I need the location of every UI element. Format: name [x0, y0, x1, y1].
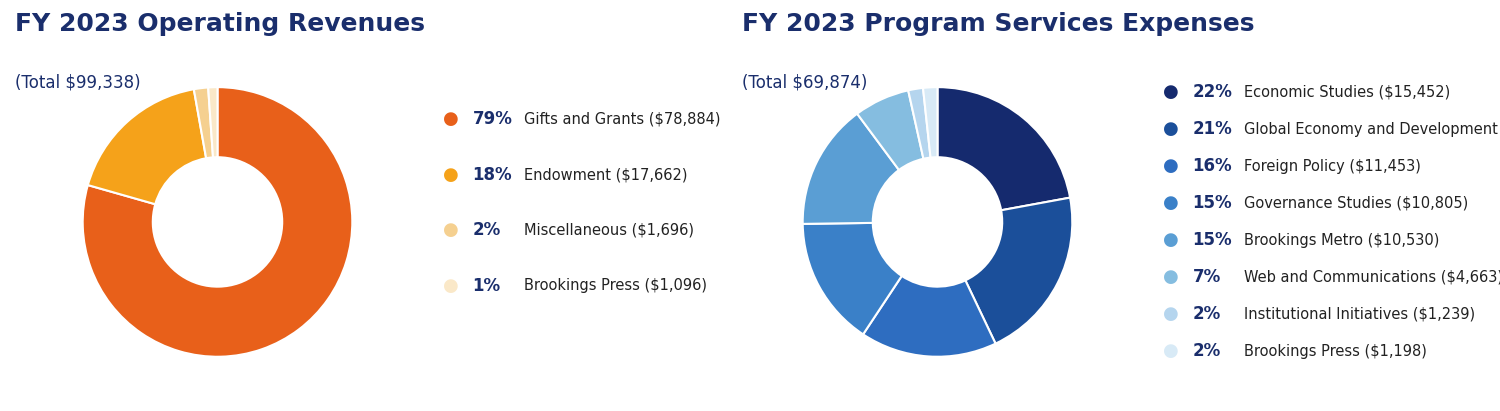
- Wedge shape: [802, 223, 901, 335]
- Text: Brookings Press ($1,096): Brookings Press ($1,096): [524, 278, 706, 293]
- Text: 15%: 15%: [1192, 231, 1231, 249]
- Wedge shape: [862, 276, 996, 357]
- Wedge shape: [908, 88, 930, 159]
- Text: FY 2023 Program Services Expenses: FY 2023 Program Services Expenses: [742, 12, 1256, 36]
- Text: ●: ●: [1162, 268, 1179, 286]
- Wedge shape: [966, 198, 1072, 344]
- Wedge shape: [194, 88, 213, 158]
- Text: Institutional Initiatives ($1,239): Institutional Initiatives ($1,239): [1244, 307, 1474, 322]
- Text: ●: ●: [442, 277, 459, 295]
- Text: ●: ●: [442, 221, 459, 239]
- Text: 22%: 22%: [1192, 83, 1233, 102]
- Text: 21%: 21%: [1192, 120, 1233, 139]
- Text: 18%: 18%: [472, 166, 512, 184]
- Text: 16%: 16%: [1192, 157, 1231, 175]
- Wedge shape: [88, 89, 206, 204]
- Text: Web and Communications ($4,663): Web and Communications ($4,663): [1244, 270, 1500, 285]
- Text: ●: ●: [1162, 83, 1179, 102]
- Text: 7%: 7%: [1192, 268, 1221, 286]
- Text: ●: ●: [1162, 194, 1179, 212]
- Text: 1%: 1%: [472, 277, 501, 295]
- Text: ●: ●: [1162, 231, 1179, 249]
- Wedge shape: [209, 87, 218, 157]
- Text: 15%: 15%: [1192, 194, 1231, 212]
- Text: Gifts and Grants ($78,884): Gifts and Grants ($78,884): [524, 112, 720, 127]
- Wedge shape: [922, 87, 938, 157]
- Wedge shape: [82, 87, 352, 357]
- Text: Foreign Policy ($11,453): Foreign Policy ($11,453): [1244, 159, 1420, 174]
- Text: Endowment ($17,662): Endowment ($17,662): [524, 167, 687, 182]
- Text: (Total $99,338): (Total $99,338): [15, 74, 141, 92]
- Text: Brookings Metro ($10,530): Brookings Metro ($10,530): [1244, 233, 1438, 248]
- Text: Governance Studies ($10,805): Governance Studies ($10,805): [1244, 196, 1467, 211]
- Text: 2%: 2%: [1192, 305, 1221, 323]
- Text: FY 2023 Operating Revenues: FY 2023 Operating Revenues: [15, 12, 424, 36]
- Text: 79%: 79%: [472, 110, 513, 128]
- Wedge shape: [856, 90, 924, 170]
- Text: ●: ●: [442, 110, 459, 128]
- Text: Brookings Press ($1,198): Brookings Press ($1,198): [1244, 344, 1426, 359]
- Text: ●: ●: [442, 166, 459, 184]
- Text: ●: ●: [1162, 120, 1179, 139]
- Text: ●: ●: [1162, 157, 1179, 175]
- Text: 2%: 2%: [472, 221, 501, 239]
- Text: ●: ●: [1162, 305, 1179, 323]
- Text: ●: ●: [1162, 342, 1179, 360]
- Wedge shape: [938, 87, 1070, 210]
- Text: 2%: 2%: [1192, 342, 1221, 360]
- Text: (Total $69,874): (Total $69,874): [742, 74, 868, 92]
- Text: Miscellaneous ($1,696): Miscellaneous ($1,696): [524, 223, 693, 238]
- Text: Economic Studies ($15,452): Economic Studies ($15,452): [1244, 85, 1449, 100]
- Text: Global Economy and Development ($14,535): Global Economy and Development ($14,535): [1244, 122, 1500, 137]
- Wedge shape: [802, 114, 898, 224]
